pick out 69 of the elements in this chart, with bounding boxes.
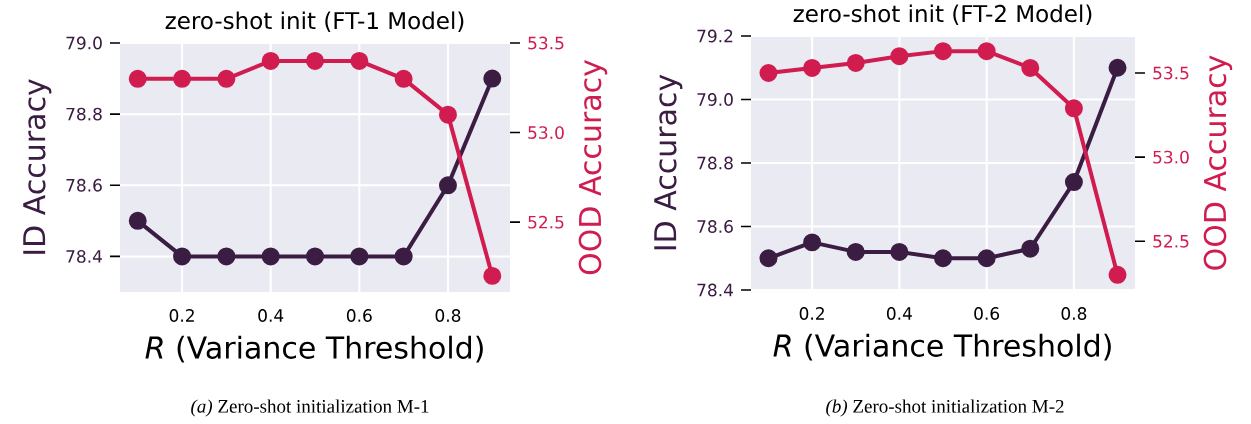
x-tick-label: 0.8 xyxy=(1061,307,1087,320)
point xyxy=(483,266,502,285)
point xyxy=(1021,58,1040,77)
point xyxy=(846,242,865,261)
chart-title: zero-shot init (FT-1 Model) xyxy=(165,11,464,32)
y-tick-label: 79.0 xyxy=(697,93,733,106)
y-tick-label: 78.8 xyxy=(697,156,733,170)
y-tick-label: 78.6 xyxy=(66,178,102,192)
point xyxy=(977,249,996,268)
text: (b) Zero-shot initialization M-2 xyxy=(826,399,1064,417)
y2-tick-label: 53.5 xyxy=(528,36,564,50)
point xyxy=(438,105,457,124)
point xyxy=(890,242,909,261)
point xyxy=(261,51,280,70)
point xyxy=(759,249,778,268)
y2-axis-title: OOD Accuracy xyxy=(1203,55,1233,270)
point xyxy=(173,69,192,88)
y2-tick-label: 52.5 xyxy=(1153,234,1189,248)
y-axis-title: ID Accuracy xyxy=(23,79,52,254)
point xyxy=(1021,239,1040,258)
point xyxy=(934,42,952,61)
chart-title: zero-shot init (FT-2 Model) xyxy=(793,4,1092,25)
y-tick-label: 79.0 xyxy=(66,36,102,50)
point xyxy=(803,58,822,77)
point xyxy=(217,69,236,88)
point xyxy=(350,51,369,70)
point xyxy=(803,233,822,252)
y-tick-label: 78.6 xyxy=(697,220,733,233)
x-tick-label: 0.8 xyxy=(435,309,461,322)
y2-tick-label: 53.5 xyxy=(1153,66,1189,80)
point xyxy=(173,247,192,266)
y-tick-label: 78.4 xyxy=(697,283,733,297)
point xyxy=(1108,265,1127,284)
x-tick-label: 0.4 xyxy=(258,309,284,322)
x-axis-title: R (Variance Threshold) xyxy=(145,335,483,363)
y2-tick-label: 53.0 xyxy=(1153,150,1189,164)
point xyxy=(1108,58,1127,77)
point xyxy=(890,47,909,66)
point xyxy=(350,247,369,266)
point xyxy=(846,53,865,72)
x-tick-label: 0.2 xyxy=(799,307,824,320)
y-tick-label: 78.8 xyxy=(66,107,102,121)
y2-tick-label: 52.5 xyxy=(528,215,564,229)
point xyxy=(934,249,952,268)
point xyxy=(394,247,413,266)
y2-axis-title: OOD Accuracy xyxy=(578,59,608,275)
y-tick-label: 78.4 xyxy=(66,250,102,263)
y-tick-label: 79.2 xyxy=(697,29,733,43)
point xyxy=(128,211,147,230)
x-axis-title: R (Variance Threshold) xyxy=(773,333,1111,361)
point xyxy=(483,69,502,88)
point xyxy=(438,176,457,195)
point xyxy=(759,64,778,82)
point xyxy=(1064,173,1083,192)
y-axis-title: ID Accuracy xyxy=(654,74,683,250)
x-tick-label: 0.6 xyxy=(346,309,372,322)
point xyxy=(306,51,325,70)
point xyxy=(977,42,996,61)
point xyxy=(306,247,325,266)
point xyxy=(217,247,236,266)
y2-tick-label: 53.0 xyxy=(528,126,564,140)
x-tick-label: 0.4 xyxy=(886,307,912,320)
point xyxy=(261,247,280,266)
point xyxy=(1064,99,1083,118)
x-tick-label: 0.6 xyxy=(974,307,1000,320)
text: (a) Zero-shot initialization M-1 xyxy=(191,399,429,417)
point xyxy=(394,69,413,88)
point xyxy=(128,69,147,88)
x-tick-label: 0.2 xyxy=(169,309,194,322)
